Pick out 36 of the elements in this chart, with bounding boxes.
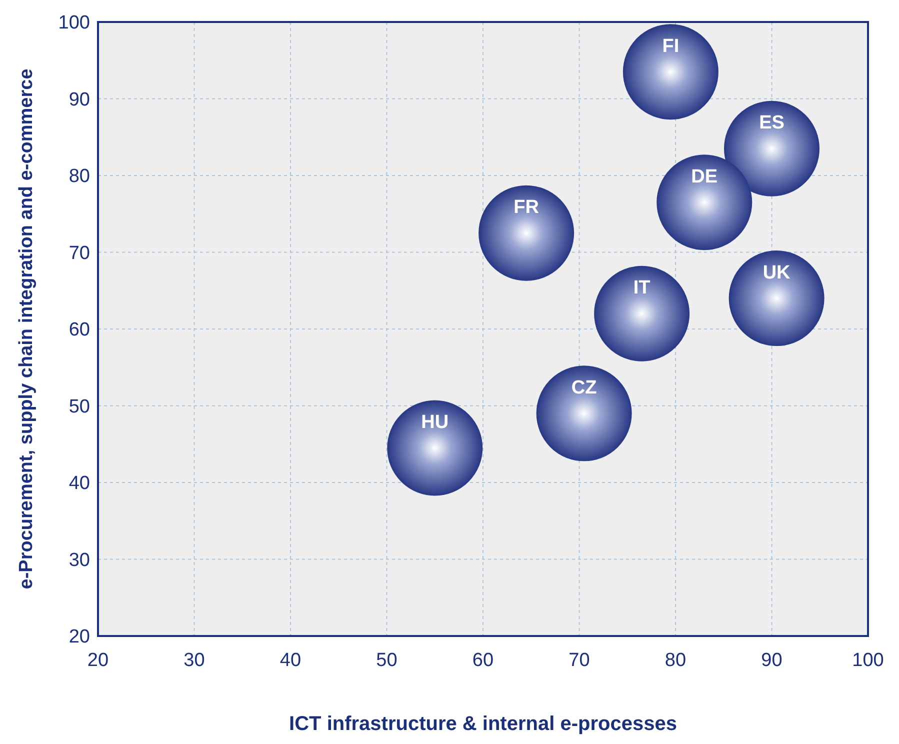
y-tick-label: 60 [68,320,90,341]
y-tick-label: 70 [68,242,90,264]
y-tick-label: 100 [58,12,90,34]
y-tick-label: 30 [68,550,90,571]
y-tick-label: 90 [68,89,90,110]
series-label: DE [691,166,718,188]
y-tick-label: 50 [68,396,90,418]
x-tick-label: 30 [184,650,205,671]
x-tick-label: 80 [664,650,686,671]
x-tick-label: 100 [852,650,884,671]
x-tick-label: 20 [87,650,109,671]
point [478,185,574,281]
series-label: FI [662,36,680,57]
y-tick-label: 20 [68,626,90,648]
y-tick-label: 40 [68,473,90,494]
series-label: CZ [571,377,598,398]
point [594,266,690,362]
point [728,250,824,346]
x-tick-label: 70 [568,650,590,671]
point [387,400,483,496]
y-axis-title: e-Procurement, supply chain integration and e-commerce [16,68,37,590]
x-axis-title: ICT infrastructure & internal e-processes [289,713,677,735]
series-label: IT [633,278,651,299]
x-tick-label: 90 [761,650,782,671]
point [622,24,718,120]
y-tick-label: 80 [68,166,90,188]
point [656,154,752,250]
point [724,100,820,196]
series-label: UK [762,262,791,284]
x-tick-label: 40 [280,650,302,671]
x-tick-label: 50 [376,650,398,671]
x-tick-label: 60 [472,650,494,671]
series-label: ES [759,112,784,134]
series-label: HU [421,412,449,433]
point [536,366,632,462]
series-label: FR [514,197,540,218]
